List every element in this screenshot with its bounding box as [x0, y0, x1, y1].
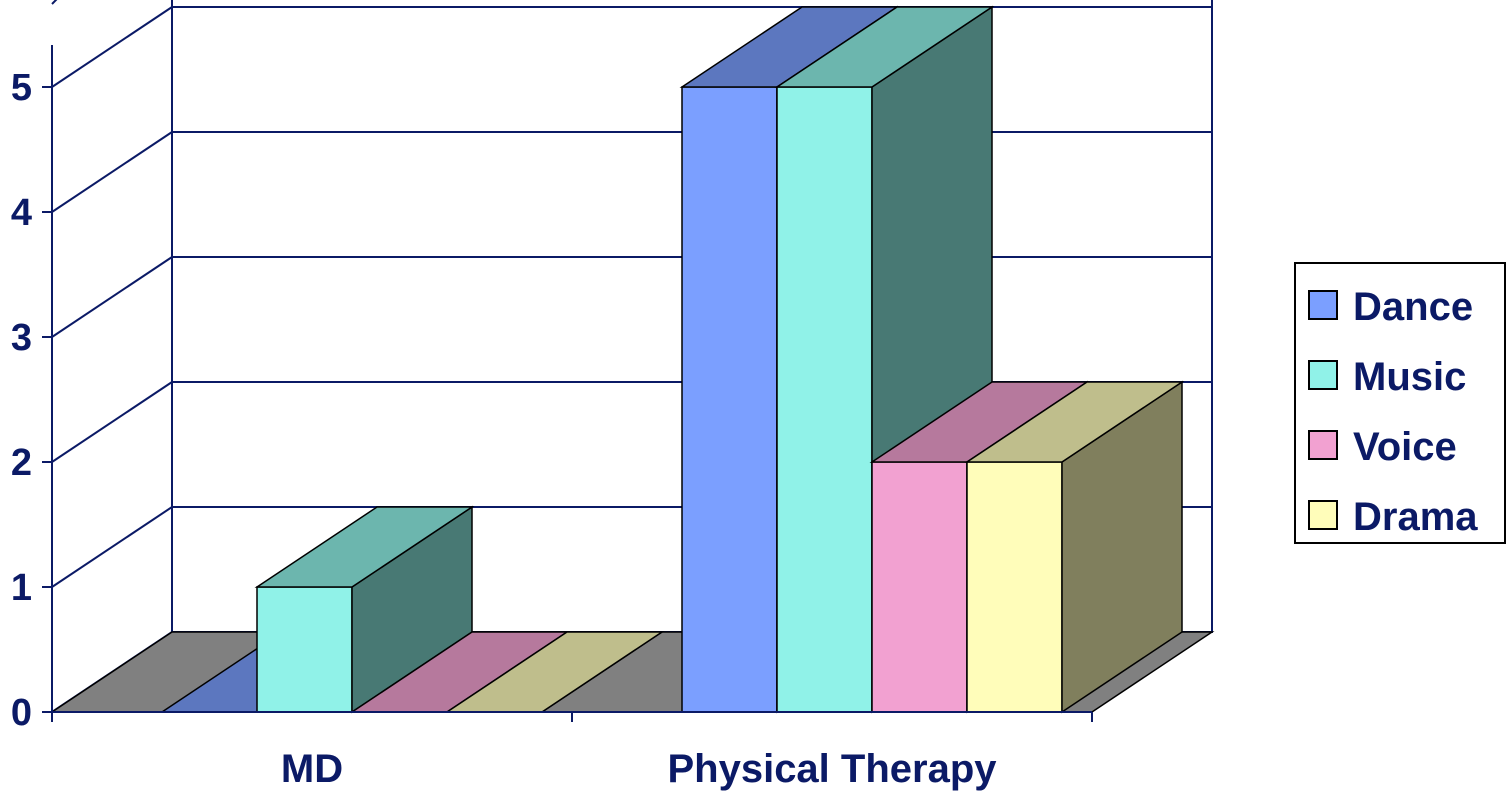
side-gridline	[51, 131, 173, 213]
legend-label-dance: Dance	[1353, 285, 1473, 329]
x-category-label: MD	[281, 747, 343, 791]
legend-label-voice: Voice	[1353, 425, 1457, 469]
legend-swatch-music	[1308, 360, 1338, 390]
legend-label-music: Music	[1353, 355, 1466, 399]
side-gridline	[51, 256, 173, 338]
y-tick-label: 3	[11, 317, 32, 359]
legend-swatch-dance	[1308, 290, 1338, 320]
x-category-labels: MD Physical Therapy	[281, 747, 997, 791]
bar-top	[774, 6, 995, 88]
bar-top	[254, 506, 475, 588]
side-gridline	[51, 6, 173, 88]
side-wall-top	[51, 0, 58, 5]
legend-label-drama: Drama	[1353, 495, 1478, 539]
y-tick-labels: 0 1 2 3 4 5	[11, 67, 32, 734]
bar-front	[966, 461, 1063, 713]
bar-drama-1	[964, 380, 1185, 714]
chart-axes	[42, 45, 1093, 722]
chart-bars	[159, 5, 1185, 714]
y-tick-label: 0	[11, 692, 32, 734]
legend-swatch-voice	[1308, 430, 1338, 460]
side-gridline	[51, 506, 173, 588]
legend: Dance Music Voice Drama	[1294, 262, 1506, 544]
bar-front	[776, 86, 873, 713]
bar-music-0	[254, 505, 475, 714]
y-tick-label: 5	[11, 67, 32, 109]
side-gridline	[51, 381, 173, 463]
y-tick-label: 4	[11, 192, 32, 234]
x-category-label: Physical Therapy	[667, 747, 997, 791]
bar-front	[681, 86, 778, 713]
bar-front	[871, 461, 968, 713]
bar-top	[964, 381, 1185, 463]
y-tick-label: 1	[11, 567, 32, 609]
y-tick-label: 2	[11, 442, 32, 484]
legend-swatch-drama	[1308, 500, 1338, 530]
bar-front	[256, 586, 353, 713]
